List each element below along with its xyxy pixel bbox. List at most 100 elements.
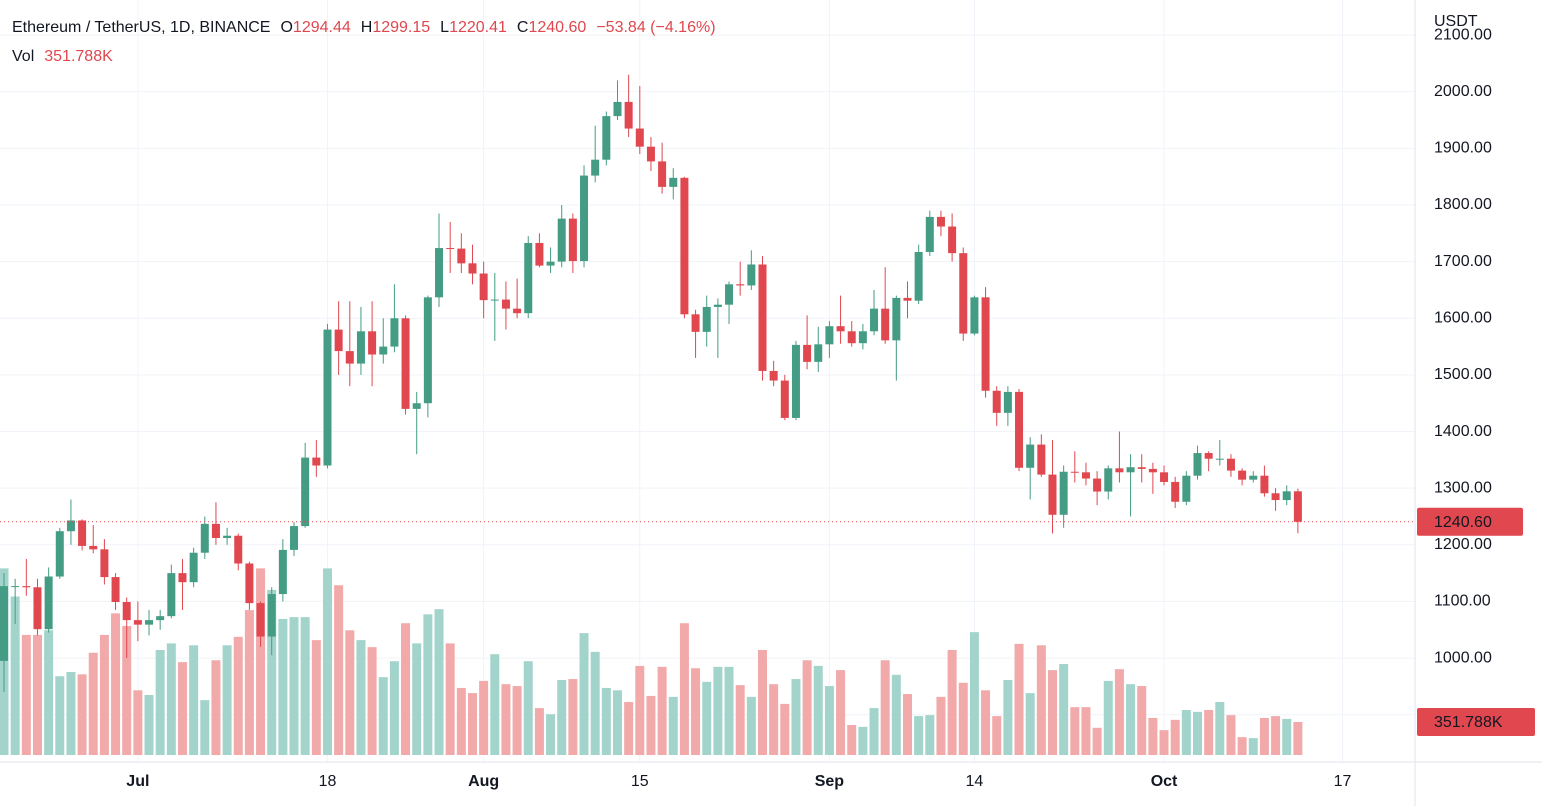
candle-body <box>133 620 142 625</box>
volume-bar <box>1148 717 1158 755</box>
volume-bar <box>389 661 399 755</box>
volume-bar <box>88 652 98 755</box>
volume-bar <box>891 674 901 755</box>
volume-bar <box>992 716 1002 755</box>
x-tick-label: 17 <box>1334 773 1352 790</box>
volume-bar <box>1159 730 1169 755</box>
candle-body <box>948 226 957 254</box>
y-tick-label: 1200.00 <box>1434 536 1492 553</box>
volume-bar <box>557 679 567 755</box>
symbol: Ethereum / TetherUS, 1D, BINANCE <box>12 19 270 36</box>
candle-body <box>446 248 455 250</box>
candle-body <box>736 284 745 286</box>
legend-header: Ethereum / TetherUS, 1D, BINANCE O1294.44… <box>12 19 716 36</box>
volume-bar <box>412 643 422 755</box>
volume-bar <box>166 643 176 755</box>
candle-body <box>1003 391 1012 413</box>
volume-bar <box>490 654 500 755</box>
volume-bar <box>111 613 121 755</box>
candle-body <box>89 545 98 550</box>
volume-bar <box>769 684 779 755</box>
y-tick-label: 1800.00 <box>1434 196 1492 213</box>
open-value: 1294.44 <box>293 19 351 36</box>
volume-bar <box>1282 718 1292 755</box>
candle-body <box>0 586 9 661</box>
volume-bar <box>233 636 243 755</box>
candle-body <box>580 175 589 262</box>
volume-bar <box>200 700 210 755</box>
volume-bar <box>546 714 556 755</box>
candle-body <box>803 344 812 362</box>
y-tick-label: 1000.00 <box>1434 649 1492 666</box>
volume-bar <box>925 715 935 755</box>
candle-body <box>334 329 343 352</box>
candle-body <box>356 331 365 364</box>
x-tick-label: Jul <box>126 773 149 790</box>
candle-body <box>323 329 332 466</box>
candle-body <box>1115 468 1124 473</box>
candle-body <box>100 549 109 578</box>
y-tick-label: 1600.00 <box>1434 309 1492 326</box>
candle-body <box>825 326 834 345</box>
candle-body <box>1148 468 1157 473</box>
volume-bar <box>1047 670 1057 755</box>
volume-bar <box>1114 669 1124 755</box>
candle-body <box>345 351 354 364</box>
candle-body <box>780 380 789 418</box>
candle-body <box>167 573 176 617</box>
volume-bar <box>1137 686 1147 755</box>
volume-bar <box>367 647 377 755</box>
candle-body <box>301 457 310 527</box>
candle-body <box>145 620 154 625</box>
last-volume-badge <box>1417 708 1535 737</box>
candle-body <box>368 331 377 355</box>
y-tick-label: 1900.00 <box>1434 140 1492 157</box>
volume-pane <box>0 568 1303 755</box>
candle-body <box>981 297 990 391</box>
volume-bar <box>512 686 522 755</box>
volume-bar <box>1271 716 1281 755</box>
close-key: C <box>517 19 529 36</box>
candle-body <box>1070 471 1079 473</box>
candle-body <box>245 563 254 604</box>
candle-body <box>1093 478 1102 492</box>
volume-bar <box>1226 715 1236 755</box>
volume-bar <box>668 696 678 755</box>
candle-body <box>646 146 655 162</box>
volume-bar <box>356 640 366 755</box>
candle-body <box>1260 475 1269 494</box>
candle-body <box>1226 458 1235 471</box>
volume-bar <box>958 682 968 755</box>
volume-bar <box>256 568 266 755</box>
volume-bar <box>99 634 109 755</box>
candle-body <box>312 457 321 466</box>
volume-bar <box>1025 693 1035 755</box>
candle-body <box>234 535 243 564</box>
candle-body <box>1137 467 1146 469</box>
candle-body <box>11 586 20 588</box>
volume-bar <box>1170 719 1180 755</box>
candle-body <box>635 128 644 147</box>
y-tick-label: 1700.00 <box>1434 253 1492 270</box>
volume-bar <box>1248 738 1258 755</box>
candle-body <box>1126 467 1135 473</box>
volume-bar <box>601 687 611 755</box>
volume-bar <box>624 702 634 755</box>
volume-bar <box>1293 722 1303 755</box>
candle-body <box>513 308 522 314</box>
candle-body <box>858 331 867 344</box>
volume-bar <box>334 585 344 755</box>
volume-key: Vol <box>12 48 34 65</box>
volume-bar <box>646 695 656 755</box>
y-tick-label: 1100.00 <box>1434 593 1491 610</box>
candle-body <box>423 297 432 404</box>
volume-bar <box>612 690 622 755</box>
volume-bar <box>534 708 544 755</box>
candle-body <box>278 549 287 595</box>
volume-bar <box>1092 727 1102 755</box>
candle-body <box>602 116 611 160</box>
candle-body <box>1182 475 1191 502</box>
candle-body <box>936 216 945 227</box>
volume-bar <box>177 662 187 755</box>
candle-body <box>725 284 734 305</box>
